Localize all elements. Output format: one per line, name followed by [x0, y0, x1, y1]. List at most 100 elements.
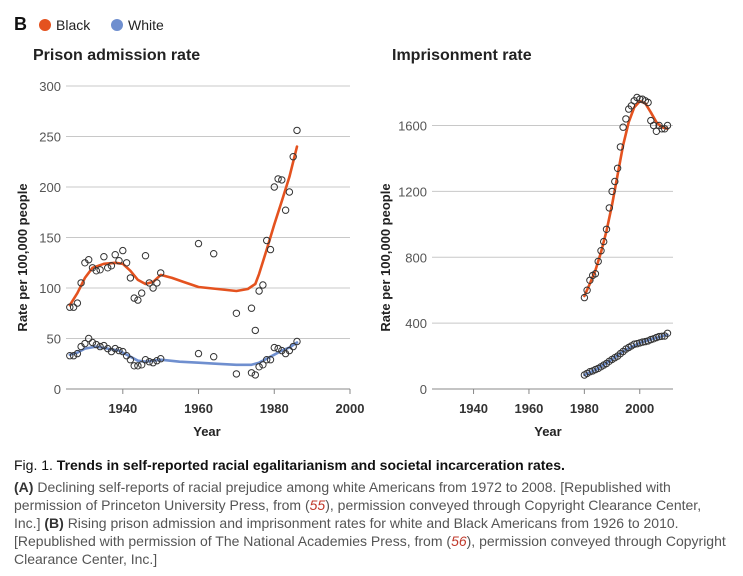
data-point-black — [92, 267, 101, 275]
y-tick-label: 0 — [420, 382, 427, 397]
data-point-black — [134, 296, 142, 304]
data-point-white — [247, 369, 256, 377]
data-point-black — [270, 183, 278, 191]
x-axis-label: Year — [534, 424, 561, 439]
y-tick-label: 250 — [39, 130, 61, 145]
data-point-black — [115, 257, 123, 265]
data-point-white — [658, 332, 666, 340]
legend: Black White — [39, 17, 164, 33]
y-tick-label: 50 — [47, 332, 61, 347]
data-point-black — [636, 95, 644, 103]
data-point-black — [594, 257, 602, 266]
data-point-black — [130, 294, 138, 302]
data-point-white — [66, 352, 74, 360]
data-point-white — [111, 344, 119, 353]
data-point-black — [658, 125, 666, 133]
data-point-black — [104, 264, 112, 272]
data-point-white — [141, 356, 150, 364]
data-point-black — [141, 252, 150, 260]
data-point-black — [281, 206, 290, 214]
y-tick-label: 100 — [39, 281, 61, 296]
trend-line-black — [68, 145, 299, 307]
caption-b-label: (B) — [44, 515, 64, 531]
data-point-white — [259, 361, 267, 369]
caption-a-ref[interactable]: 55 — [309, 497, 326, 513]
data-point-black — [616, 143, 625, 151]
data-point-black — [274, 175, 282, 183]
data-point-black — [613, 164, 622, 173]
caption-body: (A) Declining self-reports of racial pre… — [14, 478, 729, 568]
y-tick-label: 150 — [39, 231, 61, 246]
y-tick-label: 300 — [39, 79, 61, 94]
trend-line-black — [583, 99, 669, 298]
figure-panel-b: B Black White Prison admission rate 0 50 10… — [14, 14, 673, 439]
data-point-white — [663, 329, 672, 337]
data-point-black — [255, 287, 263, 295]
data-point-white — [88, 338, 97, 347]
data-point-black — [66, 303, 74, 311]
data-point-black — [157, 269, 165, 277]
data-point-black — [149, 284, 157, 292]
data-point-black — [602, 225, 611, 234]
data-point-white — [194, 349, 203, 358]
legend-black-swatch — [39, 19, 51, 31]
imprisonment-chart: Imprisonment rate 0 400 800 1200 1600 1940 1960… — [378, 47, 673, 439]
x-tick-label: 1940 — [459, 401, 488, 416]
data-point-black — [289, 153, 297, 161]
caption-a-text: Declining self-reports of racial prejudi… — [14, 479, 671, 513]
data-point-white — [73, 349, 82, 358]
data-point-white — [145, 358, 154, 366]
data-point-black — [619, 123, 627, 131]
data-point-white — [149, 359, 157, 367]
data-point-black — [591, 270, 600, 278]
y-tick-label: 1600 — [398, 119, 427, 134]
data-point-white — [266, 356, 275, 364]
caption-b-tail: ), permission conveyed through Copyright… — [14, 533, 726, 567]
data-point-black — [232, 309, 241, 317]
caption-a-label: (A) — [14, 479, 34, 495]
chart-title: Prison admission rate — [33, 47, 200, 64]
figure-caption: Fig. 1. Trends in self-reported racial e… — [14, 456, 729, 568]
panel-label: B — [14, 14, 27, 34]
data-point-white — [138, 361, 146, 369]
data-point-white — [293, 337, 301, 346]
data-point-black — [247, 304, 256, 312]
data-point-black — [119, 246, 127, 255]
caption-b-ref[interactable]: 56 — [451, 533, 467, 549]
legend-white-swatch — [111, 19, 123, 31]
y-tick-label: 400 — [405, 316, 427, 331]
data-point-white — [285, 346, 294, 355]
prison-admission-chart: Prison admission rate 0 50 100 150 200 250 300 1… — [15, 47, 364, 439]
data-point-black — [293, 126, 301, 135]
data-point-white — [255, 363, 263, 371]
data-point-black — [611, 177, 619, 186]
data-point-white — [115, 346, 123, 355]
data-point-black — [263, 236, 271, 245]
data-point-black — [608, 187, 616, 196]
x-tick-label: 2000 — [336, 401, 365, 416]
data-point-black — [251, 326, 260, 335]
data-point-white — [251, 371, 260, 379]
data-point-white — [126, 356, 135, 364]
y-tick-label: 1200 — [398, 184, 427, 199]
y-axis-label: Rate per 100,000 people — [15, 183, 30, 331]
x-tick-label: 1980 — [260, 401, 289, 416]
data-point-white — [157, 355, 165, 363]
data-point-black — [69, 303, 78, 311]
data-point-black — [210, 250, 218, 258]
data-point-black — [597, 247, 605, 255]
data-point-black — [100, 253, 108, 261]
trend-line-white — [68, 341, 299, 367]
x-tick-label: 1960 — [184, 401, 213, 416]
data-point-black — [145, 279, 154, 287]
data-point-black — [583, 286, 591, 294]
caption-title: Trends in self-reported racial egalitari… — [56, 457, 565, 473]
data-point-black — [622, 115, 630, 123]
data-point-black — [259, 281, 267, 289]
y-tick-label: 0 — [54, 382, 61, 397]
data-point-white — [274, 344, 282, 353]
data-point-white — [638, 338, 647, 346]
x-tick-label: 1960 — [514, 401, 543, 416]
data-point-black — [649, 121, 658, 130]
data-point-white — [96, 342, 104, 351]
